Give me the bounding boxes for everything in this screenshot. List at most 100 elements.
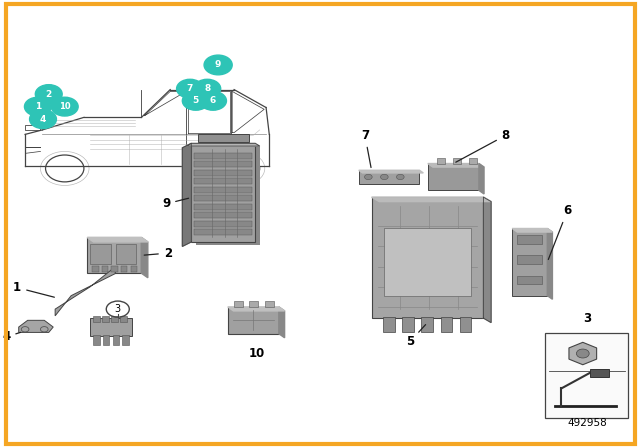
Bar <box>250 301 259 307</box>
Text: 492958: 492958 <box>567 418 607 428</box>
Text: 4: 4 <box>40 115 46 124</box>
Text: 1: 1 <box>35 102 41 111</box>
Bar <box>512 228 547 296</box>
Bar <box>102 266 108 272</box>
Circle shape <box>35 85 62 103</box>
Bar <box>111 316 118 322</box>
Bar <box>545 333 628 418</box>
Text: 3: 3 <box>583 312 591 325</box>
Bar <box>517 235 542 244</box>
Bar <box>93 335 100 345</box>
Bar <box>421 317 433 332</box>
Bar <box>359 170 419 184</box>
Polygon shape <box>19 320 53 332</box>
Text: 1: 1 <box>13 281 54 297</box>
Text: 10: 10 <box>248 347 264 360</box>
Bar <box>228 307 279 334</box>
Bar <box>116 244 136 264</box>
Polygon shape <box>512 228 552 232</box>
Polygon shape <box>228 307 285 311</box>
Bar <box>372 197 483 318</box>
Circle shape <box>200 91 227 110</box>
Bar <box>195 195 252 201</box>
Bar <box>191 143 255 242</box>
Bar <box>131 266 137 272</box>
Bar <box>198 134 249 142</box>
Circle shape <box>396 174 404 180</box>
Bar <box>469 158 477 164</box>
Polygon shape <box>479 164 484 194</box>
Bar <box>440 317 452 332</box>
Polygon shape <box>428 164 484 167</box>
Bar <box>453 158 461 164</box>
Bar <box>195 178 252 184</box>
Circle shape <box>577 349 589 358</box>
Bar <box>102 316 109 322</box>
Text: 5: 5 <box>406 325 426 349</box>
Bar <box>428 164 479 190</box>
Text: 8: 8 <box>456 129 510 162</box>
Bar <box>111 266 118 272</box>
Bar <box>113 335 119 345</box>
Circle shape <box>24 97 51 116</box>
Bar <box>195 212 252 218</box>
Bar <box>195 187 252 193</box>
Circle shape <box>51 97 78 116</box>
Bar <box>385 228 470 296</box>
Bar <box>87 237 141 273</box>
Polygon shape <box>87 237 148 242</box>
Bar <box>25 125 40 130</box>
Bar <box>93 316 100 322</box>
Circle shape <box>177 79 204 98</box>
Bar <box>517 255 542 264</box>
Circle shape <box>182 91 209 110</box>
Circle shape <box>194 79 221 98</box>
Bar <box>90 244 111 264</box>
Polygon shape <box>187 143 260 146</box>
Circle shape <box>204 55 232 75</box>
Bar <box>402 317 413 332</box>
Bar <box>517 276 542 284</box>
Bar <box>195 204 252 210</box>
Text: 4: 4 <box>2 330 20 344</box>
Polygon shape <box>279 307 285 338</box>
Circle shape <box>29 110 56 129</box>
Circle shape <box>365 174 372 180</box>
Bar <box>265 301 274 307</box>
Bar <box>195 229 252 235</box>
Polygon shape <box>372 197 491 202</box>
Text: 3: 3 <box>115 304 121 314</box>
Polygon shape <box>55 269 116 316</box>
Bar <box>234 301 243 307</box>
Polygon shape <box>483 197 491 323</box>
Text: 9: 9 <box>162 197 189 211</box>
Polygon shape <box>141 237 148 278</box>
Bar <box>196 146 260 245</box>
Text: 6: 6 <box>210 96 216 105</box>
Text: 2: 2 <box>45 90 52 99</box>
Text: 9: 9 <box>215 60 221 69</box>
Text: 8: 8 <box>204 84 211 93</box>
Text: 7: 7 <box>361 129 371 168</box>
Bar <box>195 170 252 176</box>
Text: 5: 5 <box>193 96 199 105</box>
Bar <box>122 335 129 345</box>
Bar <box>90 318 132 336</box>
Polygon shape <box>547 228 552 299</box>
Bar <box>120 316 127 322</box>
Bar <box>383 317 394 332</box>
Polygon shape <box>182 143 191 246</box>
Circle shape <box>381 174 388 180</box>
Bar <box>195 153 252 159</box>
Text: 6: 6 <box>548 204 572 259</box>
Bar <box>460 317 471 332</box>
Polygon shape <box>359 170 423 173</box>
Bar <box>437 158 445 164</box>
Bar <box>92 266 99 272</box>
Bar <box>195 161 252 167</box>
Bar <box>103 335 109 345</box>
Bar <box>590 369 609 377</box>
Bar <box>121 266 127 272</box>
Bar <box>195 221 252 227</box>
Polygon shape <box>569 342 596 365</box>
